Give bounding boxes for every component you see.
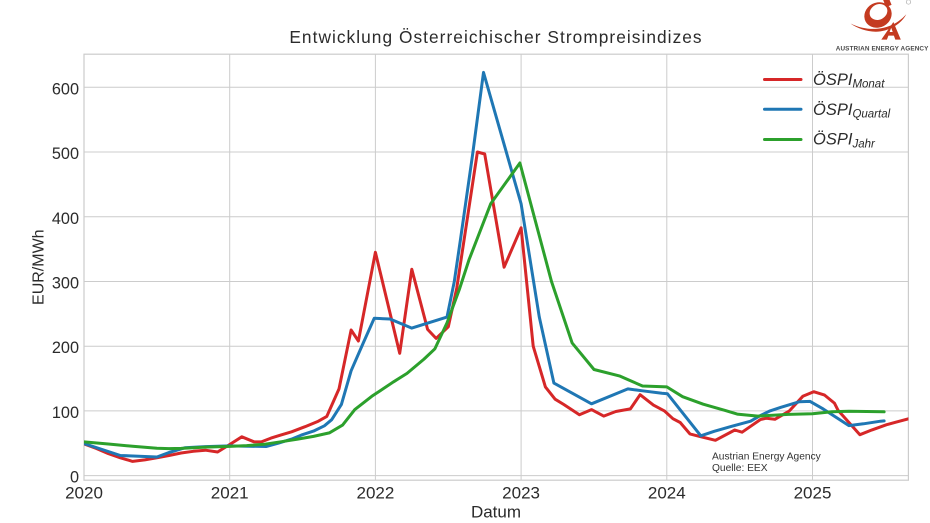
svg-text:Entwicklung Österreichischer S: Entwicklung Österreichischer Strompreisi… — [289, 27, 702, 47]
svg-text:200: 200 — [52, 339, 79, 357]
svg-text:500: 500 — [52, 145, 79, 163]
svg-text:2025: 2025 — [794, 484, 832, 503]
svg-text:EUR/MWh: EUR/MWh — [31, 229, 48, 305]
svg-text:2020: 2020 — [65, 484, 103, 503]
svg-text:300: 300 — [52, 275, 79, 293]
svg-text:Austrian Energy Agency: Austrian Energy Agency — [712, 452, 822, 463]
svg-text:600: 600 — [52, 80, 79, 98]
svg-text:2021: 2021 — [211, 484, 249, 503]
svg-text:400: 400 — [52, 210, 79, 228]
svg-text:Datum: Datum — [471, 503, 521, 522]
svg-text:2024: 2024 — [648, 484, 686, 503]
svg-text:0: 0 — [70, 469, 79, 487]
svg-text:2023: 2023 — [502, 484, 540, 503]
svg-text:AUSTRIAN ENERGY AGENCY: AUSTRIAN ENERGY AGENCY — [836, 46, 929, 53]
svg-text:Quelle: EEX: Quelle: EEX — [712, 463, 768, 474]
svg-text:100: 100 — [52, 404, 79, 422]
svg-text:2022: 2022 — [356, 484, 394, 503]
